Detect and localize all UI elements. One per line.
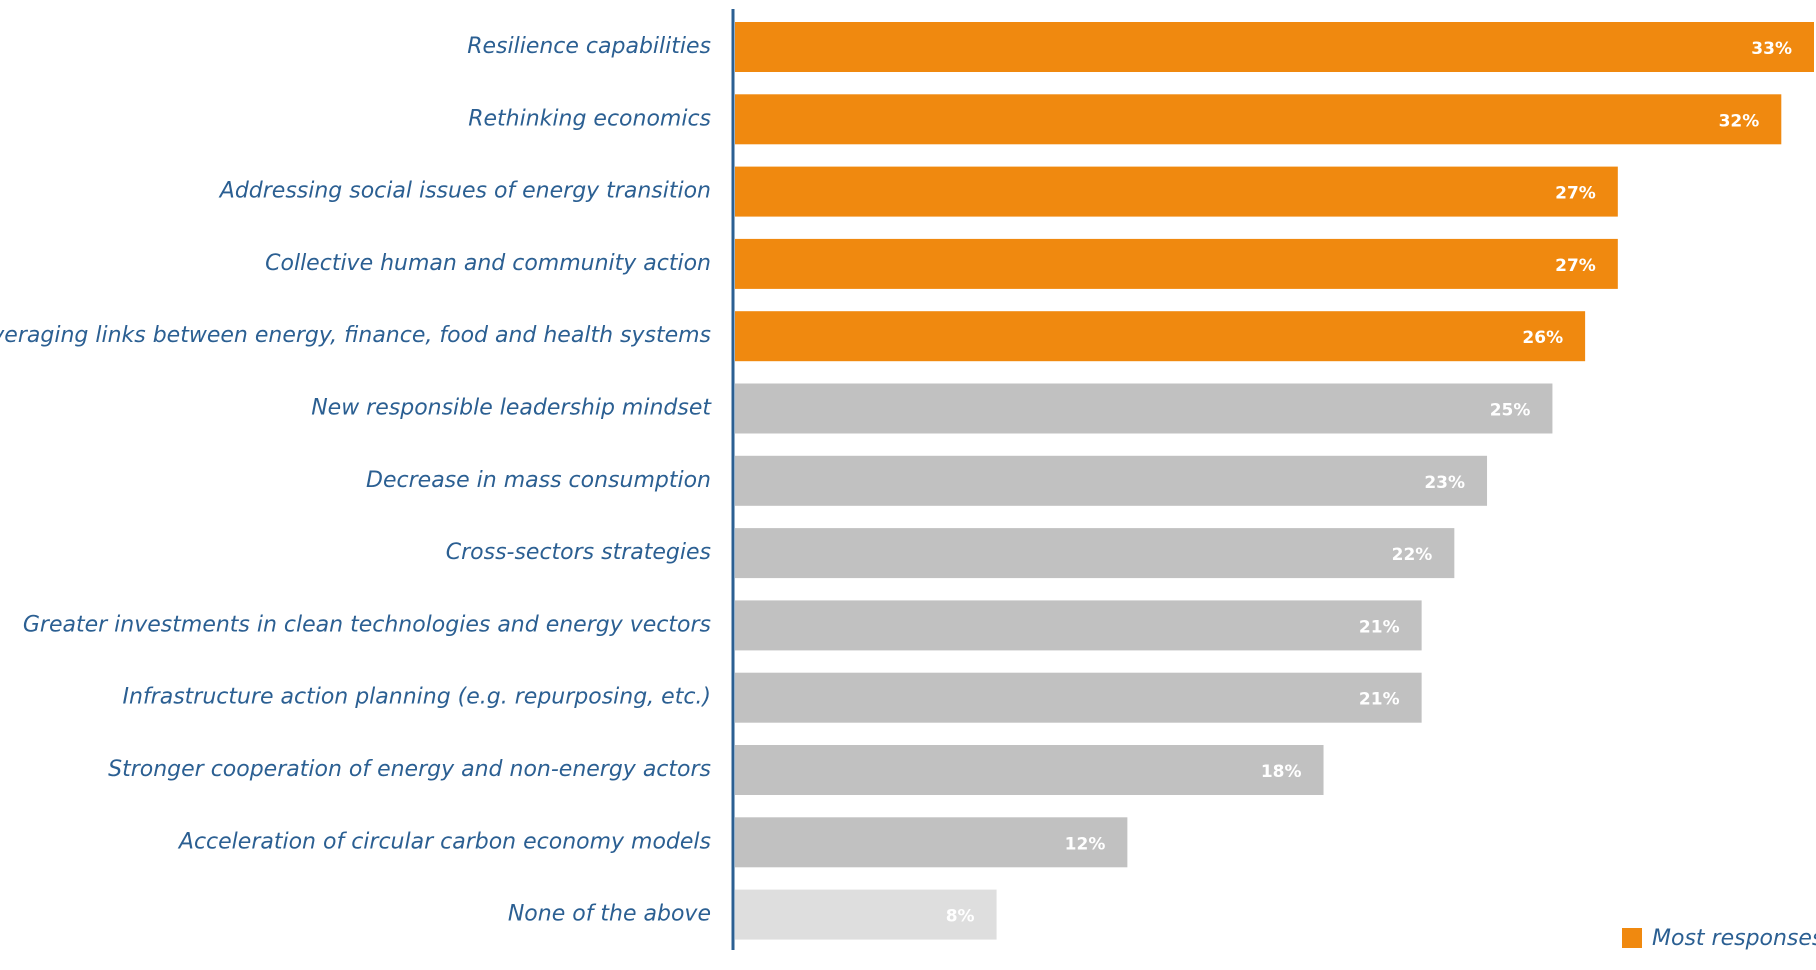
category-label: Cross-sectors strategies <box>446 540 711 565</box>
bar <box>735 455 1488 506</box>
value-label: 8% <box>946 907 975 927</box>
value-label: 33% <box>1751 39 1792 59</box>
category-label: Collective human and community action <box>265 251 711 276</box>
category-label: Infrastructure action planning (e.g. rep… <box>122 685 711 710</box>
legend-swatch <box>1622 928 1642 948</box>
bar <box>735 311 1586 362</box>
value-label: 25% <box>1490 401 1531 421</box>
bar <box>735 817 1128 868</box>
value-label: 12% <box>1065 834 1106 854</box>
category-label: None of the above <box>508 902 711 927</box>
value-label: 27% <box>1555 256 1596 276</box>
bar <box>735 672 1422 723</box>
category-label: Acceleration of circular carbon economy … <box>177 829 711 854</box>
category-label: New responsible leadership mindset <box>311 396 712 421</box>
category-label: Greater investments in clean technologie… <box>23 612 711 637</box>
bar <box>735 94 1782 145</box>
bar <box>735 528 1455 579</box>
bar <box>735 238 1618 289</box>
value-label: 22% <box>1392 545 1433 565</box>
value-label: 26% <box>1522 328 1563 348</box>
category-label: Stronger cooperation of energy and non-e… <box>108 757 711 782</box>
bar <box>735 745 1324 795</box>
category-label: Addressing social issues of energy trans… <box>218 179 711 204</box>
category-label: Leveraging links between energy, finance… <box>0 323 711 348</box>
bar <box>735 22 1814 72</box>
value-label: 32% <box>1719 111 1760 131</box>
category-label: Resilience capabilities <box>467 34 711 59</box>
bar <box>735 889 997 940</box>
legend-label: Most responses <box>1652 926 1816 951</box>
value-label: 23% <box>1424 473 1465 493</box>
bar <box>735 383 1553 434</box>
bar <box>735 600 1422 651</box>
value-label: 27% <box>1555 184 1596 204</box>
value-label: 18% <box>1261 762 1302 782</box>
value-label: 21% <box>1359 617 1400 637</box>
bar <box>735 166 1618 217</box>
category-label: Rethinking economics <box>468 106 711 131</box>
category-label: Decrease in mass consumption <box>366 468 711 493</box>
value-label: 21% <box>1359 690 1400 710</box>
